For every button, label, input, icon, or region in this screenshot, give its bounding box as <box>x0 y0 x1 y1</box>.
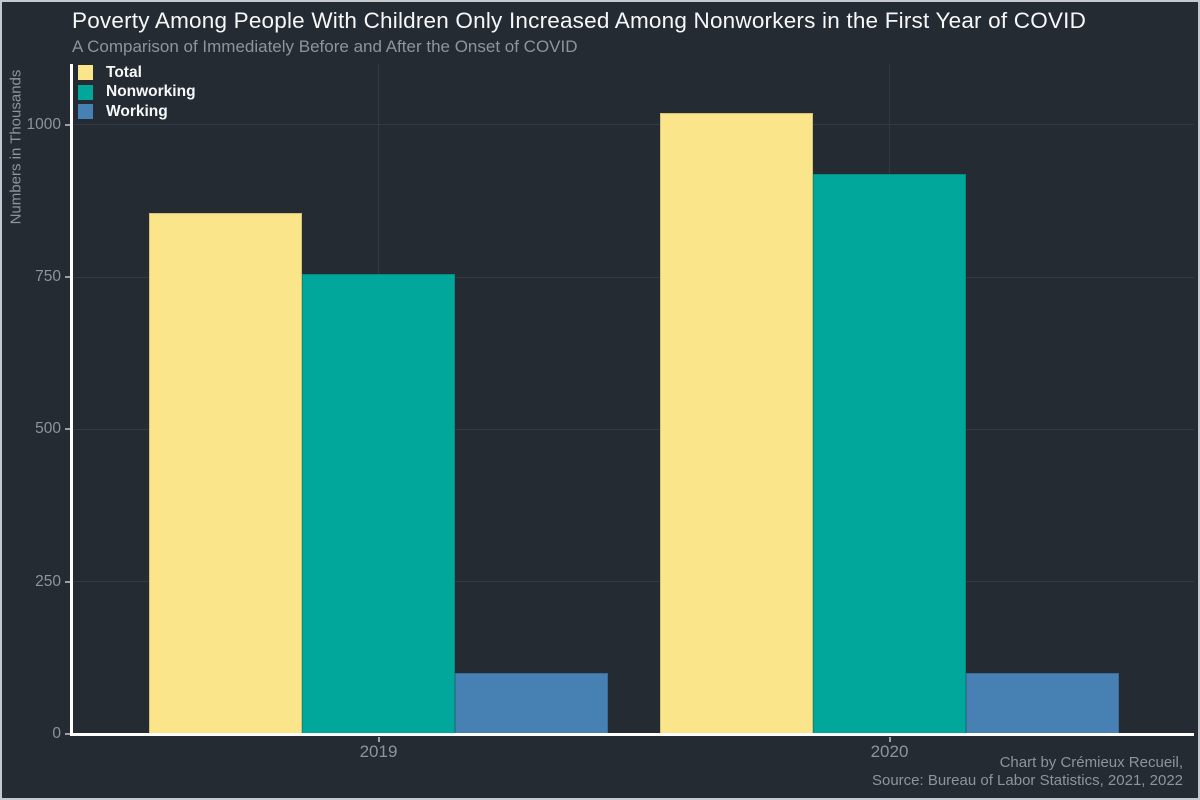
y-tick-mark <box>65 276 71 279</box>
bar-working-2020 <box>966 673 1119 734</box>
y-tick-label: 1000 <box>26 115 61 133</box>
bar-nonworking-2020 <box>813 173 966 734</box>
caption: Chart by Crémieux Recueil, Source: Burea… <box>872 754 1183 790</box>
x-tick-label: 2020 <box>870 742 909 761</box>
y-axis-line <box>70 64 73 736</box>
legend-key-swatch <box>78 104 93 120</box>
legend-item-total: Total <box>78 63 196 81</box>
y-tick-mark <box>65 428 71 431</box>
legend-label: Working <box>106 102 168 120</box>
h-gridline <box>73 428 1194 430</box>
legend-key-swatch <box>78 84 93 100</box>
x-axis-line <box>70 733 1194 736</box>
bar-working-2019 <box>455 673 608 734</box>
x-tick-mark <box>888 737 891 742</box>
bar-total-2020 <box>660 112 813 734</box>
legend-key-swatch <box>78 65 93 81</box>
h-gridline <box>73 276 1194 278</box>
y-tick-mark <box>65 580 71 583</box>
legend-label: Total <box>106 63 142 81</box>
y-tick-mark <box>65 123 71 126</box>
caption-line-2: Source: Bureau of Labor Statistics, 2021… <box>871 772 1183 789</box>
bar-total-2019 <box>149 213 302 734</box>
chart-title: Poverty Among People With Children Only … <box>72 8 1087 33</box>
y-tick-label: 250 <box>35 572 61 590</box>
y-tick-label: 500 <box>35 420 61 438</box>
h-gridline <box>73 581 1194 583</box>
caption-line-1: Chart by Crémieux Recueil, <box>999 754 1183 771</box>
legend-item-working: Working <box>78 102 196 120</box>
plot-panel: Total Nonworking Working 0 250 500 750 1000 201… <box>27 63 1194 761</box>
h-gridline <box>73 124 1194 126</box>
y-tick-mark <box>65 733 71 735</box>
legend: Total Nonworking Working <box>78 63 196 124</box>
y-tick-label: 0 <box>52 725 61 742</box>
x-tick-label: 2019 <box>359 742 398 761</box>
x-tick-mark <box>377 737 380 742</box>
y-tick-label: 750 <box>35 268 61 286</box>
bar-nonworking-2019 <box>302 274 455 734</box>
legend-item-nonworking: Nonworking <box>78 83 196 101</box>
chart-subtitle: A Comparison of Immediately Before and A… <box>72 37 578 56</box>
legend-label: Nonworking <box>106 83 196 101</box>
y-axis-title: Numbers in Thousands <box>7 69 25 225</box>
